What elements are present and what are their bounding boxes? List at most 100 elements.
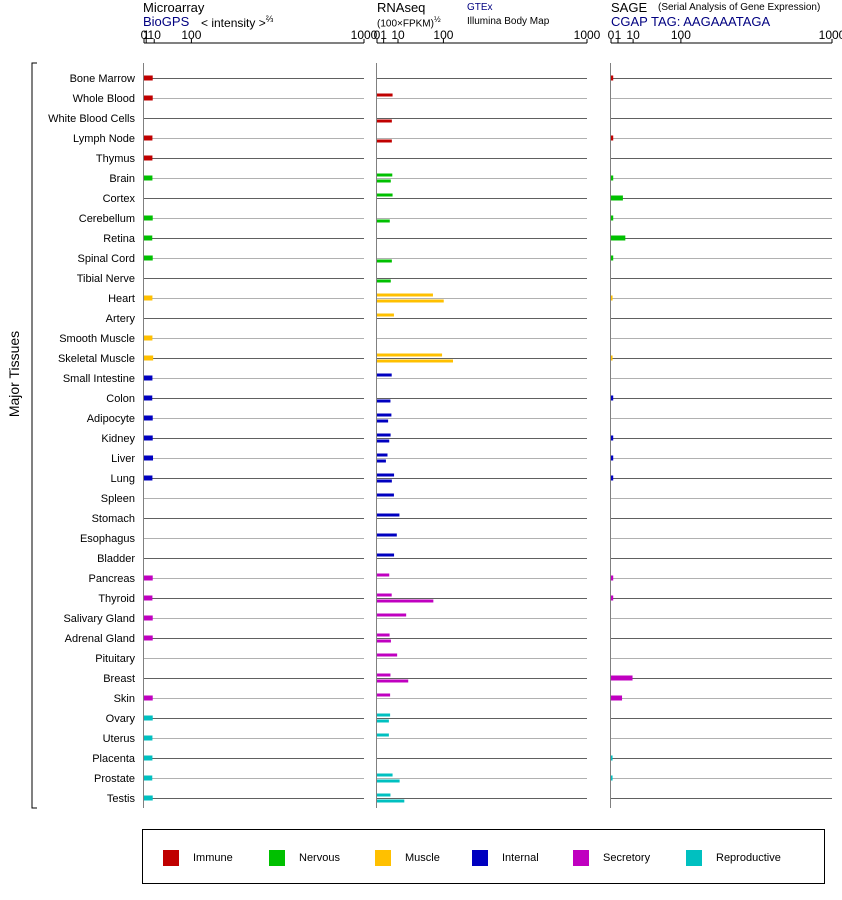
sage-tick-label: 100 [671,28,691,42]
ibm-bar [377,599,434,603]
gtex-bar [377,713,391,717]
sage-subtitle: (Serial Analysis of Gene Expression) [658,2,821,13]
gtex-bar [377,313,394,317]
legend-item-nervous: Nervous [269,850,340,866]
tissue-label: Spinal Cord [78,253,135,265]
gtex-source-label: GTEx [467,2,493,13]
microarray-unit: < intensity >⅔ [201,14,274,30]
microarray-bar [144,155,153,161]
sage-bar [611,195,623,201]
gtex-bar [377,193,393,197]
ibm-bar [377,299,444,303]
legend-swatch [573,850,589,866]
tissue-label: Colon [106,393,135,405]
tissue-label: Stomach [92,513,135,525]
tissue-label: Pituitary [95,653,135,665]
sage-bar [611,675,633,681]
gtex-bar [377,93,393,97]
tissue-label: Brain [109,173,135,185]
gtex-bar [377,353,443,357]
sage-tick-label: 10 [626,28,640,42]
sage-bar [611,695,623,701]
ibm-bar [377,179,391,183]
legend-label: Immune [193,852,233,864]
sage-tick-label: 0 [608,28,615,42]
ibm-bar [377,219,390,223]
microarray-bar [144,715,153,721]
legend-swatch [686,850,702,866]
gtex-bar [377,173,393,177]
microarray-bar [144,735,153,741]
microarray-tick-label: 1000 [351,28,378,42]
sage-tick-label: 1 [615,28,622,42]
microarray-bar [144,415,153,421]
gtex-bar [377,793,391,797]
microarray-bar [144,475,153,481]
ibm-bar [377,359,454,363]
gtex-bar [377,653,398,657]
gtex-bar [377,613,407,617]
ibm-source-label: Illumina Body Map [467,16,550,27]
legend-item-immune: Immune [163,850,233,866]
tissue-label: Tibial Nerve [77,273,135,285]
rnaseq-tick-label: 1 [380,28,387,42]
sage-bar [611,75,614,81]
sage-tag: CGAP TAG: AAGAAATAGA [611,14,771,29]
microarray-bar [144,335,153,341]
tissue-label: Smooth Muscle [59,333,135,345]
tissue-label: Heart [108,293,135,305]
ibm-bar [377,479,392,483]
microarray-bar [144,215,153,221]
ibm-bar [377,679,409,683]
tissue-label: Cerebellum [79,213,135,225]
tissue-label: Artery [106,313,136,325]
sage-bar [611,215,614,221]
tissue-label: Adrenal Gland [65,633,135,645]
legend-swatch [269,850,285,866]
microarray-tick-label: 0 [141,28,148,42]
microarray-bar [144,615,153,621]
tissue-label: Breast [103,673,135,685]
sage-bar [611,775,613,781]
tissue-label: Pancreas [89,573,136,585]
microarray-bar [144,595,153,601]
ibm-bar [377,259,392,263]
tissue-label: Kidney [101,433,135,445]
tissue-label: Bone Marrow [70,73,135,85]
microarray-source: BioGPS [143,14,190,29]
legend-label: Nervous [299,852,340,864]
microarray-bar [144,395,153,401]
microarray-tick-label: 100 [181,28,201,42]
tissue-label: Bladder [97,553,135,565]
tissue-label: White Blood Cells [48,113,135,125]
ibm-bar [377,399,391,403]
rnaseq-tick-label: 100 [433,28,453,42]
tissue-label: Ovary [106,713,136,725]
sage-bar [611,295,613,301]
gtex-bar [377,553,395,557]
ibm-bar [377,119,392,123]
rnaseq-tick-label: 1000 [574,28,601,42]
tissue-label: Lymph Node [73,133,135,145]
gtex-bar [377,593,392,597]
side-bracket [31,62,37,809]
gtex-bar [377,293,433,297]
microarray-bar [144,635,153,641]
sage-bar [611,435,614,441]
tissue-label: Thyroid [98,593,135,605]
ibm-bar [377,439,390,443]
microarray-bar [144,435,153,441]
ibm-bar [377,419,389,423]
microarray-tick-label: 1 [143,28,150,42]
ibm-bar [377,799,405,803]
microarray-bar [144,235,153,241]
tissue-label: Thymus [96,153,136,165]
tissue-label: Testis [107,793,136,805]
microarray-bar [144,255,153,261]
legend-item-internal: Internal [472,850,539,866]
sage-bar [611,575,614,581]
ibm-bar [377,459,386,463]
microarray-bar [144,95,153,101]
rnaseq-tick-label: 0 [374,28,381,42]
